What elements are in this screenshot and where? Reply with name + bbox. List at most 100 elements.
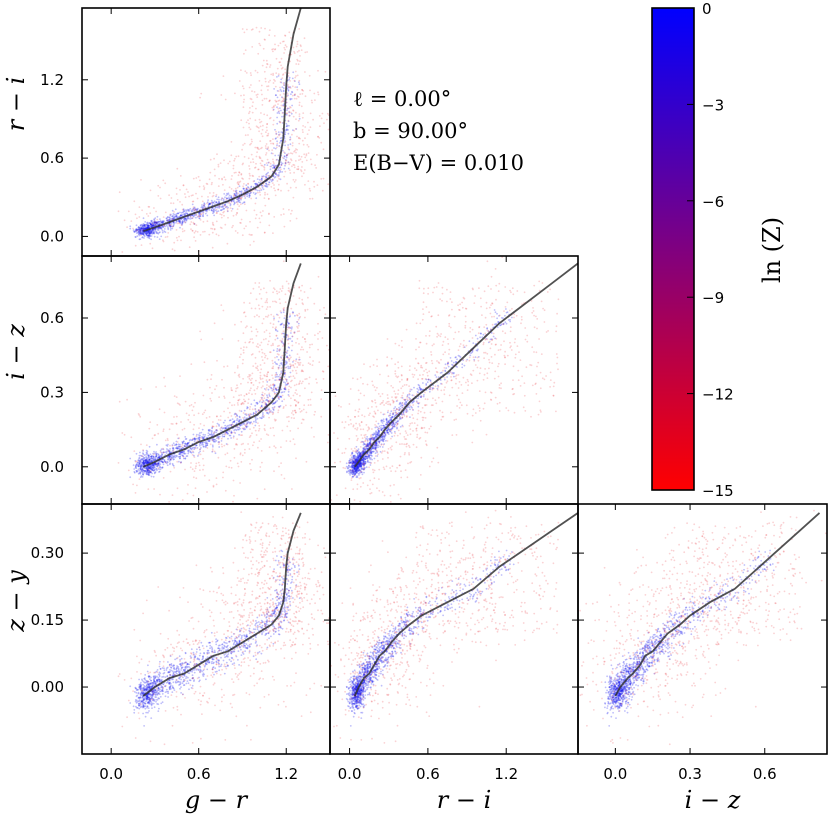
star-point [219,162,222,165]
star-point [354,458,357,461]
star-point [277,90,280,92]
star-point [289,365,292,368]
star-point [166,219,169,221]
star-point [168,451,171,453]
star-point [145,233,148,236]
star-point [138,234,141,237]
star-point [154,471,156,474]
star-point [399,417,402,419]
star-point [267,147,269,150]
star-point [169,224,172,226]
star-point [282,104,284,107]
star-point [361,450,364,453]
star-point [297,358,300,361]
star-point [278,112,281,115]
star-point [146,461,148,464]
star-point [282,208,285,210]
star-point [158,456,161,459]
star-point [135,471,138,473]
star-point [179,452,182,455]
star-point [172,450,175,453]
star-point [411,402,414,404]
star-point [378,431,381,433]
star-point [149,466,152,468]
star-point [195,208,198,211]
star-point [179,375,181,377]
star-point [279,140,282,143]
star-point [148,459,151,461]
star-point [280,332,283,335]
star-point [266,398,268,401]
star-point [154,462,157,465]
star-point [244,341,247,344]
star-point [292,364,294,366]
star-point [427,378,430,381]
star-point [148,230,151,233]
star-point [212,445,214,448]
star-point [275,373,277,376]
star-point [283,387,286,390]
star-point [303,338,306,340]
star-point [240,424,243,426]
star-point [285,154,288,156]
star-point [264,301,267,304]
star-point [222,199,225,202]
star-point [162,220,165,223]
star-point [229,204,232,207]
star-point [154,221,157,224]
star-point [309,189,312,192]
star-point [208,479,211,481]
star-point [199,450,202,453]
star-point [153,229,155,232]
star-point [352,471,355,473]
star-point [148,234,150,236]
star-point [150,238,153,241]
star-point [386,420,388,422]
star-point [142,469,145,472]
star-point [398,415,401,418]
star-point [280,372,282,375]
star-point [288,290,291,292]
star-point [310,426,313,429]
star-point [144,461,147,464]
star-point [233,201,236,204]
star-point [387,431,390,434]
star-point [152,224,155,226]
star-point [147,224,150,227]
star-point [294,160,297,162]
star-point [155,222,158,225]
star-point [148,466,151,469]
star-point [192,428,195,431]
star-point [290,386,292,389]
star-point [290,356,292,359]
star-point [255,155,258,158]
star-point [291,94,294,97]
star-point [276,90,279,92]
star-point [196,208,199,211]
star-point [272,388,274,391]
star-point [191,409,194,412]
star-point [353,461,356,463]
star-point [266,134,268,137]
star-point [171,445,174,447]
star-point [260,159,263,162]
star-point [297,401,300,404]
star-point [280,290,283,292]
star-point [241,401,244,404]
star-point [324,313,327,316]
star-point [198,432,201,434]
star-point [138,231,141,234]
star-point [234,195,237,197]
star-point [404,398,407,401]
star-point [155,221,158,224]
star-point [393,425,396,427]
star-point [147,474,150,476]
star-point [145,466,148,469]
star-point [298,136,300,139]
star-point [217,443,220,445]
star-point [181,221,184,224]
star-point [206,442,209,445]
star-point [142,228,144,231]
star-point [146,233,148,235]
star-point [242,101,245,103]
